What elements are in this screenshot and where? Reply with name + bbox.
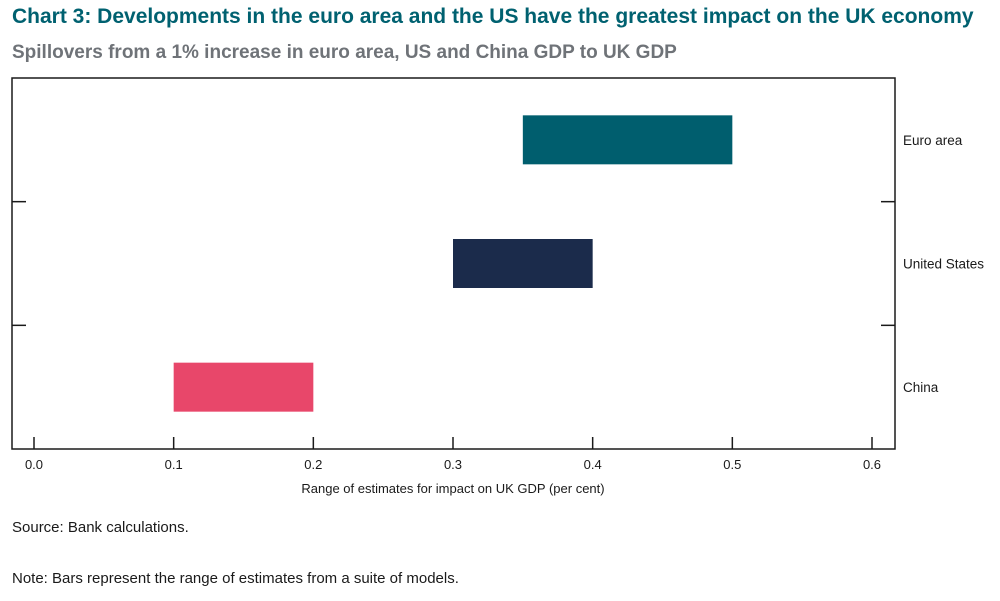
footnote: Note: Bars represent the range of estima…: [12, 570, 459, 587]
x-axis-label: Range of estimates for impact on UK GDP …: [301, 481, 604, 496]
x-tick-label: 0.5: [723, 457, 741, 472]
x-tick-label: 0.0: [25, 457, 43, 472]
x-tick-label: 0.4: [584, 457, 602, 472]
category-label: United States: [903, 257, 984, 272]
category-label: China: [903, 380, 939, 395]
category-label: Euro area: [903, 133, 963, 148]
x-tick-label: 0.6: [863, 457, 881, 472]
chart-title: Chart 3: Developments in the euro area a…: [12, 5, 974, 28]
x-tick-label: 0.2: [304, 457, 322, 472]
source-note: Source: Bank calculations.: [12, 519, 189, 536]
x-tick-label: 0.1: [165, 457, 183, 472]
range-bar-china: [173, 362, 314, 412]
range-bar-united-states: [453, 239, 593, 288]
x-tick-label: 0.3: [444, 457, 462, 472]
chart-subtitle: Spillovers from a 1% increase in euro ar…: [12, 42, 677, 63]
range-bar-euro-area: [522, 115, 733, 165]
